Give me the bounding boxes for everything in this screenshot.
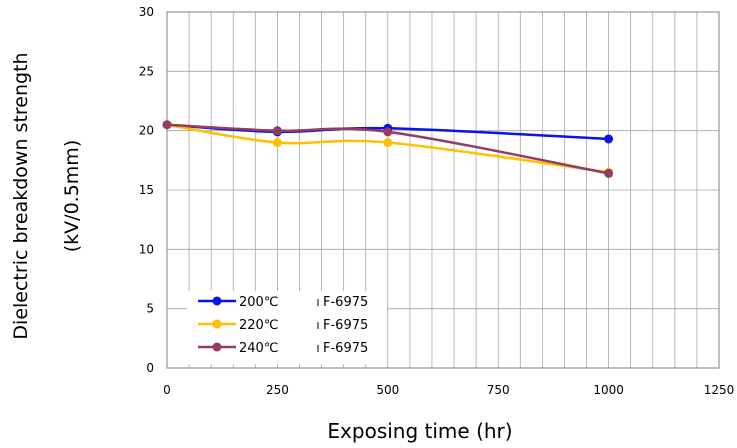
series-line [166, 123, 609, 175]
x-tick-label: 1250 [704, 383, 735, 397]
data-point [272, 126, 282, 136]
legend-label: 240℃ [239, 341, 278, 356]
y-tick-label: 30 [139, 5, 154, 19]
legend: 200℃ F-6975 220℃ F-6975 240℃ F-6975 [187, 291, 387, 364]
x-tick-label: 250 [266, 383, 289, 397]
data-point [604, 134, 614, 144]
y-tick-label: 25 [139, 64, 154, 78]
x-axis-ticks: 0 250 500 750 1000 1250 [163, 383, 734, 397]
legend-material-label: F-6975 [323, 295, 368, 310]
grid [167, 12, 719, 368]
y-tick-label: 10 [139, 242, 154, 256]
series-line [166, 123, 609, 174]
series-3 [162, 120, 614, 178]
data-point [162, 120, 172, 130]
legend-material-label: F-6975 [323, 318, 368, 333]
legend-label: 200℃ [239, 295, 278, 310]
y-tick-label: 5 [146, 302, 154, 316]
legend-item: 220℃ F-6975 [198, 318, 368, 333]
x-axis-label: Exposing time (hr) [327, 419, 512, 443]
x-tick-label: 1000 [593, 383, 624, 397]
x-tick-label: 750 [487, 383, 510, 397]
y-axis-ticks: 0 5 10 15 20 25 30 [139, 5, 154, 375]
y-tick-label: 15 [139, 183, 154, 197]
legend-label: 220℃ [239, 318, 278, 333]
y-tick-label: 0 [146, 361, 154, 375]
y-axis-label-line1: Dielectric breakdown strength [10, 52, 32, 339]
legend-material-label: F-6975 [323, 341, 368, 356]
x-tick-label: 0 [163, 383, 171, 397]
legend-swatch-marker [212, 319, 222, 329]
data-point [604, 168, 614, 178]
legend-item: 240℃ F-6975 [198, 341, 368, 356]
data-point [272, 138, 282, 148]
data-point [383, 127, 393, 137]
y-tick-label: 20 [139, 124, 154, 138]
y-axis-label-line2: (kV/0.5mm) [61, 140, 83, 252]
series-group [162, 120, 614, 178]
legend-item: 200℃ F-6975 [198, 295, 368, 310]
plot-area [166, 11, 720, 369]
data-point [383, 138, 393, 148]
legend-swatch-marker [212, 296, 222, 306]
legend-swatch-marker [212, 342, 222, 352]
x-tick-label: 500 [376, 383, 399, 397]
